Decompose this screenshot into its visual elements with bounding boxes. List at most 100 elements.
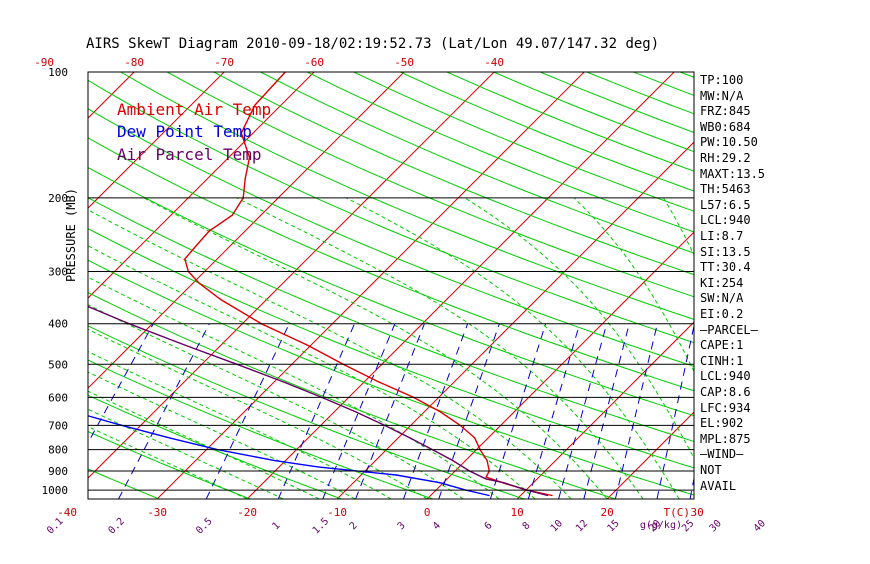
mixing-ratio-line [762,324,788,499]
top-temp-tick-label: -40 [484,56,504,69]
index-item: CAP:8.6 [700,385,751,399]
legend-ambient-air-temp: Ambient Air Temp [117,100,271,119]
mixing-ratio-label: 0.2 [106,516,127,537]
pressure-tick-label: 600 [48,391,68,404]
mixing-ratio-label: 10 [549,518,565,534]
mixing-ratio-line [403,324,467,499]
data-point [245,178,246,179]
bottom-temp-tick-label: 0 [424,506,431,519]
mixing-ratio-label: 12 [574,518,590,534]
index-item: RH:29.2 [700,151,751,165]
bottom-temp-tick-label: -40 [57,506,77,519]
data-point [452,460,453,461]
data-point [485,478,486,479]
data-point [282,381,283,382]
bottom-temp-tick-label: 20 [601,506,614,519]
data-point [486,476,487,477]
pressure-tick-label: 900 [48,465,68,478]
data-point [40,299,41,300]
data-point [439,482,440,483]
mixing-ratio-label: 1 [270,520,282,532]
mixing-ratio-line [490,324,545,499]
data-point [169,437,170,438]
index-item: LCL:940 [700,213,751,227]
moist-adiabat-line [0,198,247,499]
top-temp-tick-label: -50 [394,56,414,69]
mixing-ratio-label: 3 [396,520,408,532]
pressure-tick-label: 800 [48,444,68,457]
data-point [26,271,27,272]
top-temp-tick-label: -80 [124,56,144,69]
index-item: WB0:684 [700,120,751,134]
mixing-ratio-label: 25 [680,518,696,534]
mixing-ratio-label: 0.1 [45,516,66,537]
data-point [220,299,221,300]
isotherm-line [247,72,674,499]
data-point [43,381,44,382]
top-temp-tick-label: -70 [214,56,234,69]
isotherm-line [427,72,854,499]
index-item: SW:N/A [700,291,743,305]
index-item: EL:902 [700,416,743,430]
mixing-ratio-label: 40 [752,518,768,534]
index-item: —WIND— [700,447,743,461]
moist-adiabat-line [2,198,535,499]
data-point [71,299,72,300]
data-point [487,460,488,461]
mixing-ratio-line [356,324,425,499]
index-item: LCL:940 [700,369,751,383]
data-point [440,411,441,412]
y-axis-label: PRESSURE (MB) [64,188,78,282]
index-item: PW:10.50 [700,135,758,149]
index-item: MW:N/A [700,89,743,103]
dry-adiabat-line [167,72,870,499]
pressure-tick-label: 400 [48,318,68,331]
mixing-ratio-unit-label: g(g/kg) [640,520,682,531]
index-item: LI:8.7 [700,229,743,243]
data-point [307,345,308,346]
dry-adiabat-line [214,72,870,499]
mixing-ratio-label: 8 [521,520,533,532]
data-point [10,245,11,246]
data-point [232,215,233,216]
legend-air-parcel-temp: Air Parcel Temp [117,145,262,164]
mixing-ratio-label: 6 [483,520,495,532]
mixing-ratio-label: 1.5 [311,516,332,537]
data-point [409,437,410,438]
bottom-temp-tick-label: 30 [691,506,704,519]
top-temp-tick-label: -90 [34,56,54,69]
index-item: L57:6.5 [700,198,751,212]
index-item: TH:5463 [700,182,751,196]
index-item: KI:254 [700,276,743,290]
bottom-temp-tick-label: -30 [147,506,167,519]
mixing-ratio-label: 4 [431,520,443,532]
x-axis-unit-label: T(C) [664,506,691,519]
mixing-ratio-label: 0.5 [194,516,215,537]
mixing-ratio-label: 30 [708,518,724,534]
series-air-parcel-temp [0,72,548,496]
data-point [184,258,185,259]
data-point [474,437,475,438]
data-point [552,495,553,496]
bottom-temp-tick-label: -10 [327,506,347,519]
index-item: EI:0.2 [700,307,743,321]
pressure-tick-label: 500 [48,358,68,371]
data-point [355,411,356,412]
data-point [378,381,379,382]
dry-adiabat-line [0,72,68,499]
moist-adiabat-line [346,198,679,499]
data-point [274,460,275,461]
data-point [317,466,318,467]
dry-adiabat-line [447,72,870,499]
bottom-temp-tick-label: 10 [511,506,524,519]
data-point [209,230,210,231]
isotherm-line [0,72,134,499]
dry-adiabat-line [307,72,870,499]
isotherm-line [0,72,44,499]
mixing-ratio-label: 2 [348,520,360,532]
index-item: TP:100 [700,73,743,87]
chart-title: AIRS SkewT Diagram 2010-09-18/02:19:52.7… [86,36,659,52]
data-point [184,345,185,346]
data-point [74,411,75,412]
data-point [7,238,8,239]
